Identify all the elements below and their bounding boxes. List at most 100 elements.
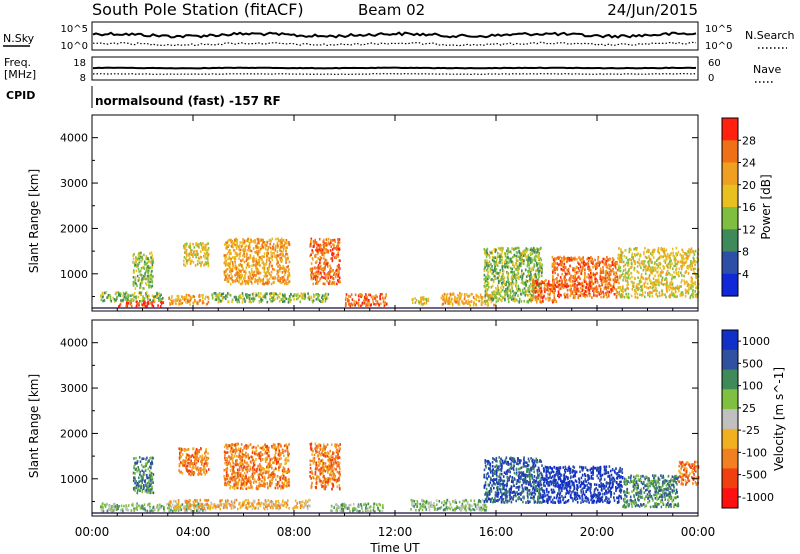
data-cell: [561, 282, 563, 285]
data-cell: [498, 292, 501, 295]
data-cell: [353, 303, 356, 306]
data-cell: [537, 253, 540, 256]
data-cell: [220, 502, 222, 506]
data-cell: [152, 259, 154, 263]
data-cell: [255, 279, 257, 283]
data-cell: [262, 282, 264, 285]
data-cell: [643, 260, 646, 263]
data-cell: [533, 273, 535, 277]
data-cell: [327, 275, 329, 279]
data-cell: [242, 258, 244, 261]
data-cell: [296, 502, 298, 505]
data-cell: [599, 288, 602, 291]
data-cell: [215, 294, 218, 298]
data-cell: [312, 272, 314, 276]
data-cell: [183, 246, 185, 250]
data-cell: [670, 291, 673, 295]
data-cell: [322, 248, 325, 251]
data-cell: [598, 293, 601, 296]
data-cell: [137, 301, 139, 305]
data-cell: [627, 292, 630, 296]
data-cell: [644, 267, 646, 270]
data-cell: [248, 246, 250, 249]
data-cell: [327, 265, 329, 268]
data-cell: [529, 282, 532, 286]
data-cell: [650, 271, 652, 275]
data-cell: [315, 282, 317, 285]
data-cell: [135, 456, 137, 460]
data-cell: [133, 269, 135, 272]
data-cell: [690, 260, 692, 263]
data-cell: [287, 280, 290, 284]
data-cell: [522, 272, 525, 276]
data-cell: [192, 255, 194, 258]
data-cell: [184, 501, 187, 504]
data-cell: [673, 276, 675, 279]
data-cell: [607, 273, 610, 277]
data-cell: [656, 280, 658, 283]
data-cell: [499, 298, 502, 301]
data-cell: [281, 259, 283, 262]
data-cell: [323, 276, 325, 279]
data-cell: [316, 282, 319, 285]
data-cell: [374, 297, 376, 300]
data-cell: [589, 282, 591, 285]
data-cell: [684, 271, 687, 274]
data-cell: [141, 257, 144, 261]
data-cell: [515, 284, 517, 288]
data-cell: [158, 299, 160, 302]
data-cell: [549, 287, 551, 291]
data-cell: [605, 269, 608, 273]
data-cell: [506, 265, 508, 269]
data-cell: [279, 292, 281, 295]
data-cell: [175, 509, 177, 512]
data-cell: [140, 266, 143, 270]
data-cell: [252, 247, 255, 250]
data-cell: [142, 287, 144, 290]
data-cell: [200, 264, 202, 268]
data-cell: [249, 299, 251, 303]
data-cell: [325, 292, 327, 296]
data-cell: [554, 289, 556, 293]
data-cell: [552, 258, 555, 261]
data-cell: [179, 299, 181, 302]
data-cell: [521, 291, 524, 294]
data-cell: [446, 300, 449, 303]
data-cell: [657, 274, 660, 278]
data-cell: [381, 292, 383, 296]
data-cell: [536, 288, 538, 291]
data-cell: [412, 297, 414, 301]
data-cell: [143, 465, 146, 469]
data-cell: [505, 290, 508, 294]
data-cell: [321, 294, 324, 297]
data-cell: [505, 264, 507, 267]
data-cell: [658, 291, 661, 294]
data-cell: [279, 269, 281, 273]
data-cell: [504, 298, 506, 302]
data-cell: [100, 294, 102, 297]
data-cell: [230, 244, 233, 248]
data-cell: [445, 293, 448, 297]
data-cell: [225, 255, 228, 259]
data-cell: [622, 277, 625, 280]
data-cell: [494, 303, 497, 307]
data-cell: [280, 237, 283, 241]
data-cell: [230, 259, 232, 263]
data-cell: [132, 297, 134, 301]
data-cell: [281, 271, 284, 274]
data-cell: [133, 486, 136, 490]
data-cell: [425, 297, 428, 301]
data-cell: [619, 276, 621, 280]
data-cell: [613, 282, 615, 286]
data-cell: [653, 284, 655, 287]
data-cell: [183, 295, 186, 299]
data-cell: [228, 274, 230, 278]
data-cell: [152, 510, 155, 513]
data-cell: [130, 300, 132, 303]
data-cell: [490, 251, 492, 255]
data-cell: [336, 279, 339, 282]
data-cell: [186, 468, 188, 472]
data-cell: [181, 448, 183, 452]
data-cell: [540, 282, 542, 285]
data-cell: [315, 298, 318, 301]
